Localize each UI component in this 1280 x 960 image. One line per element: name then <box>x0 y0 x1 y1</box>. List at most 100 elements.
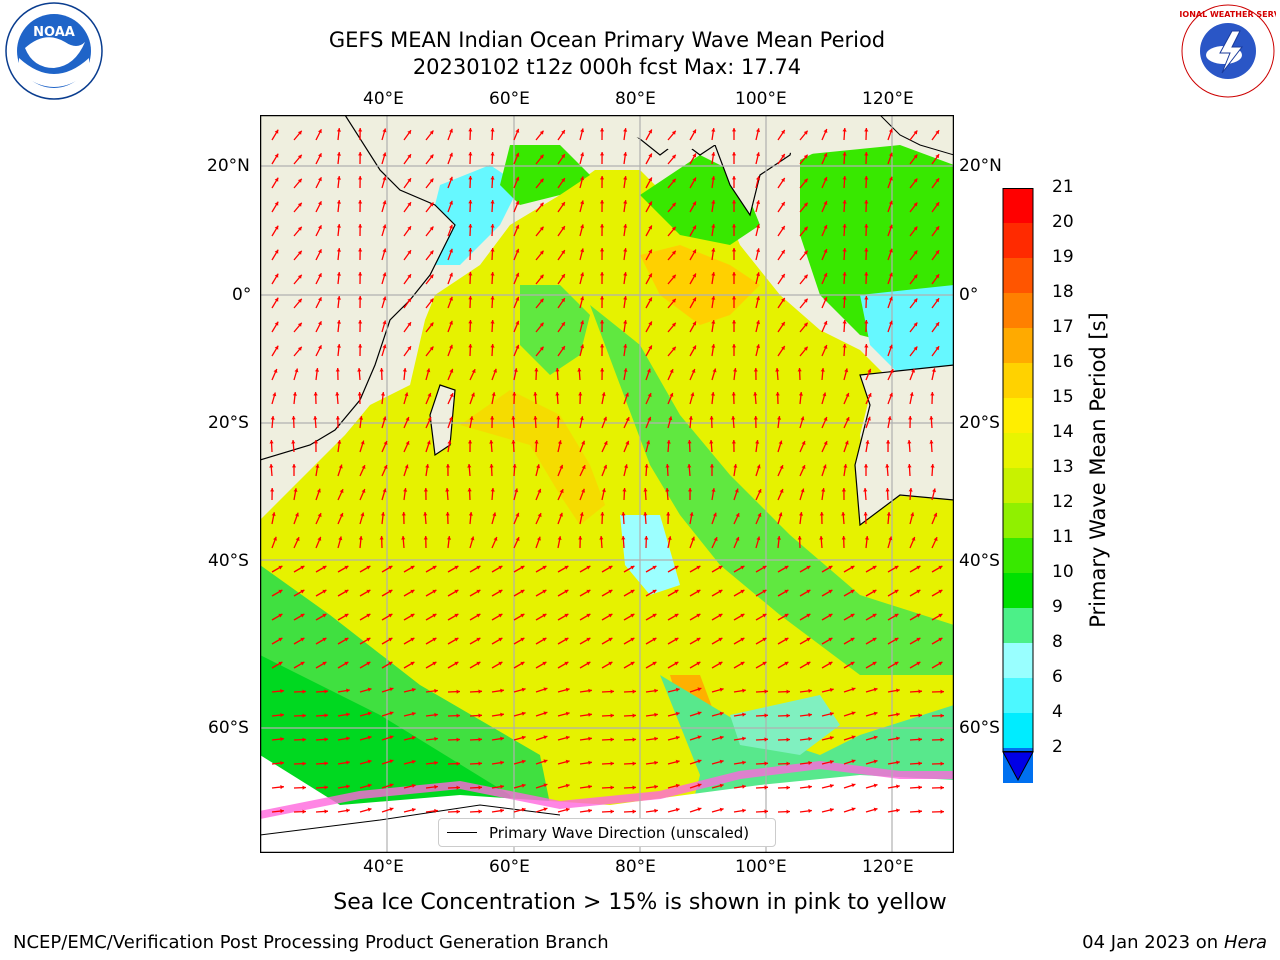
wave-arrow-head <box>823 441 828 446</box>
wave-arrow-head <box>918 737 922 742</box>
wave-arrow-head <box>556 416 561 420</box>
wave-arrow-head <box>867 368 872 373</box>
wave-arrow-head <box>274 249 279 254</box>
wave-arrow-head <box>916 589 921 594</box>
wave-arrow-head <box>599 536 604 540</box>
wave-arrow-head <box>317 536 322 541</box>
wave-arrow-head <box>671 250 676 255</box>
wave-arrow-head <box>935 130 940 135</box>
wave-arrow-head <box>777 416 782 420</box>
wave-arrow-head <box>280 809 284 814</box>
wave-arrow-head <box>692 345 696 350</box>
wave-arrow-head <box>935 202 940 207</box>
wave-arrow-head <box>938 589 943 594</box>
wave-arrow-head <box>888 344 893 349</box>
lat-tick-right: 40°S <box>959 551 1000 571</box>
colorbar-segment <box>1003 468 1033 503</box>
wave-arrow-head <box>872 565 877 570</box>
wave-arrow-head <box>864 296 869 300</box>
wave-arrow-head <box>894 589 899 594</box>
wave-arrow-head <box>512 464 517 468</box>
wave-arrow-head <box>888 272 893 277</box>
wave-arrow-head <box>630 589 635 594</box>
wave-arrow-head <box>850 565 855 570</box>
wave-arrow-head <box>449 344 453 349</box>
wave-arrow-head <box>586 613 591 618</box>
wave-arrow-head <box>577 368 582 372</box>
wave-arrow-head <box>916 661 921 666</box>
wave-arrow-head <box>696 661 701 666</box>
wave-arrow-head <box>490 176 495 180</box>
wave-arrow-head <box>757 513 762 517</box>
wave-arrow-head <box>799 512 804 516</box>
wave-arrow-head <box>561 322 565 327</box>
colorbar-tick-label: 2 <box>1052 737 1063 757</box>
wave-arrow-head <box>366 637 371 642</box>
wave-arrow-head <box>533 416 538 420</box>
wave-arrow-head <box>429 298 434 303</box>
map-title: GEFS MEAN Indian Ocean Primary Wave Mean… <box>328 28 886 52</box>
wave-arrow-head <box>675 735 680 740</box>
wave-arrow-head <box>781 154 785 158</box>
wave-arrow-head <box>733 464 738 468</box>
wave-arrow-head <box>456 689 460 694</box>
wave-arrow-head <box>711 176 716 180</box>
colorbar-segment <box>1003 608 1033 643</box>
wave-arrow-head <box>734 488 739 493</box>
wave-arrow-head <box>274 129 279 134</box>
wave-arrow-head <box>411 711 416 716</box>
wave-arrow-head <box>610 737 614 742</box>
wave-arrow-head <box>564 565 569 570</box>
wave-arrow-head <box>542 589 547 594</box>
wave-arrow-head <box>806 613 811 618</box>
wave-arrow-head <box>938 637 943 642</box>
wave-arrow-head <box>404 392 409 397</box>
wave-arrow-head <box>521 735 526 740</box>
wave-arrow-head <box>621 536 626 540</box>
wave-period-map <box>259 114 955 854</box>
wave-arrow-head <box>336 248 341 252</box>
wave-arrow-head <box>654 736 658 741</box>
wave-arrow-head <box>808 688 812 693</box>
wave-arrow-head <box>823 297 828 301</box>
wave-arrow-head <box>781 202 785 206</box>
wave-arrow-head <box>778 440 783 445</box>
wave-arrow-head <box>389 759 394 764</box>
wave-arrow-head <box>278 661 283 666</box>
wave-arrow-head <box>578 392 583 396</box>
wave-arrow-head <box>565 711 570 716</box>
wave-arrow-head <box>297 346 302 351</box>
wave-arrow-head <box>537 513 542 518</box>
wave-arrow-head <box>511 416 516 420</box>
wave-arrow-head <box>940 737 944 742</box>
wave-arrow-head <box>539 154 544 159</box>
wave-arrow-head <box>515 296 520 301</box>
wave-arrow-head <box>382 320 387 325</box>
wave-arrow-head <box>426 440 431 445</box>
wave-arrow-head <box>712 368 717 373</box>
wave-arrow-head <box>784 637 789 642</box>
wave-arrow-head <box>851 783 856 788</box>
wave-arrow-head <box>468 440 473 444</box>
wave-arrow-head <box>313 416 318 420</box>
wave-arrow-head <box>429 154 434 159</box>
wave-arrow-head <box>911 537 916 541</box>
wave-arrow-head <box>823 249 828 253</box>
wave-arrow-head <box>559 464 564 469</box>
wave-arrow-head <box>632 737 636 742</box>
wave-arrow-head <box>467 488 472 492</box>
wave-arrow-head <box>367 759 372 764</box>
wave-arrow-head <box>336 320 341 324</box>
lat-tick-right: 60°S <box>959 718 1000 738</box>
wave-arrow-head <box>896 784 900 789</box>
wave-arrow-head <box>732 224 737 228</box>
wave-arrow-head <box>366 613 371 618</box>
wave-arrow-head <box>692 201 696 206</box>
lat-tick-right: 20°N <box>959 156 1002 176</box>
wave-arrow-head <box>383 465 388 469</box>
wave-arrow-head <box>632 689 636 694</box>
wave-arrow-head <box>539 202 544 207</box>
footer-left: NCEP/EMC/Verification Post Processing Pr… <box>13 932 609 953</box>
wave-arrow-head <box>478 809 482 814</box>
wave-arrow-head <box>297 274 302 279</box>
